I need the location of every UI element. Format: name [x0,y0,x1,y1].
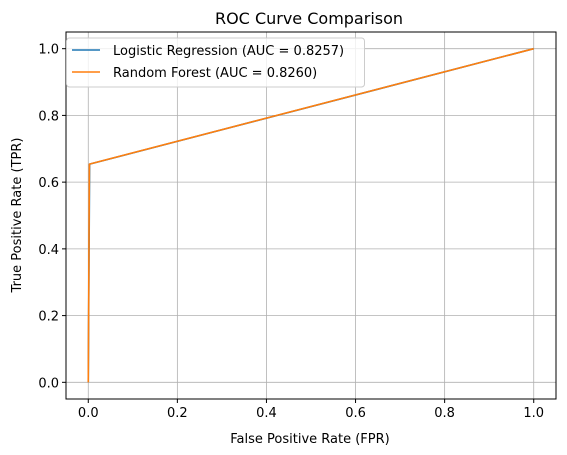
y-tick-label: 0.4 [38,243,59,258]
y-tick-label: 0.0 [38,376,59,391]
x-tick-label: 0.0 [78,406,99,421]
y-axis-ticks: 0.0 0.2 0.4 0.6 0.8 1.0 [38,43,66,391]
y-tick-label: 0.8 [38,109,59,124]
x-axis-title: False Positive Rate (FPR) [230,432,389,447]
x-tick-label: 0.4 [256,406,277,421]
legend-box [66,37,365,88]
x-tick-label: 1.0 [523,406,544,421]
grid [66,32,556,399]
legend: Logistic Regression (AUC = 0.8257) Rando… [66,37,365,88]
series-line-random-forest [87,47,534,383]
legend-label-logistic-regression: Logistic Regression (AUC = 0.8257) [113,44,344,59]
y-axis-title: True Positive Rate (TPR) [10,138,25,294]
x-tick-label: 0.2 [167,406,188,421]
y-tick-label: 1.0 [38,43,59,58]
plot-frame [65,31,557,400]
x-tick-label: 0.6 [345,406,366,421]
series-layer [87,47,534,383]
y-tick-label: 0.6 [38,176,59,191]
chart-title: ROC Curve Comparison [215,9,403,28]
x-tick-label: 0.8 [434,406,455,421]
legend-label-random-forest: Random Forest (AUC = 0.8260) [113,66,317,81]
y-tick-label: 0.2 [38,310,59,325]
x-axis-ticks: 0.0 0.2 0.4 0.6 0.8 1.0 [78,399,544,421]
